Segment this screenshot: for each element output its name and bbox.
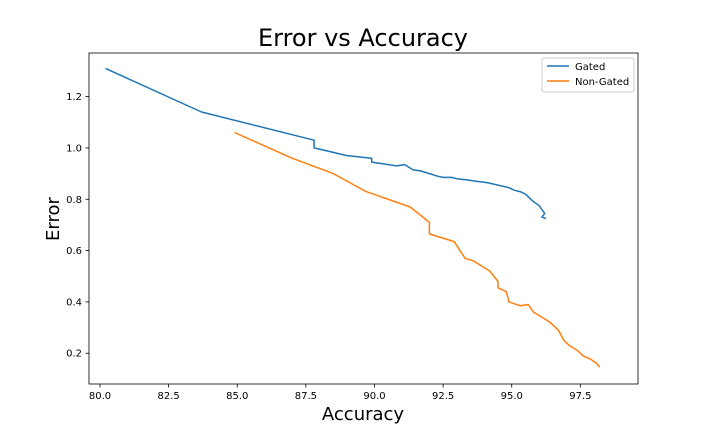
axis-ticks: 80.0 82.5 85.0 87.5 90.0 92.5 95.0 97.5 0.2 0.4 0.… [66,92,591,402]
legend-label-non-gated: Non-Gated [575,77,629,88]
series-line-non-gated [234,131,601,368]
legend: Gated Non-Gated [541,57,635,93]
y-tick-label: 0.6 [66,246,82,257]
x-tick-label: 92.5 [432,391,454,402]
plot-frame [88,52,639,385]
x-tick-label: 80.0 [89,391,111,402]
x-tick-label: 97.5 [569,391,591,402]
x-axis-label: Accuracy [322,404,405,425]
series-line-gated [105,67,547,220]
x-tick-label: 95.0 [501,391,523,402]
x-tick-label: 85.0 [226,391,248,402]
x-tick-label: 82.5 [157,391,179,402]
chart-title: Error vs Accuracy [258,24,468,52]
y-tick-label: 0.8 [66,195,82,206]
y-tick-label: 0.4 [66,297,82,308]
x-tick-label: 90.0 [363,391,385,402]
y-tick-label: 1.0 [66,143,82,154]
y-tick-label: 0.2 [66,349,82,360]
y-tick-label: 1.2 [66,92,82,103]
legend-label-gated: Gated [575,62,605,73]
y-axis-label: Error [43,196,64,240]
x-tick-label: 87.5 [295,391,317,402]
plot-area [105,67,601,368]
